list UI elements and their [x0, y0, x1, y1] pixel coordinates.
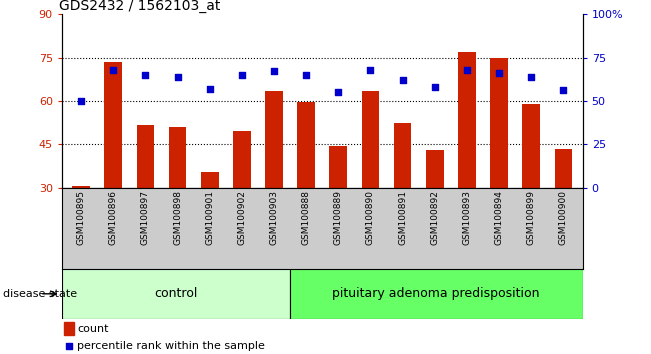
- Text: GSM100899: GSM100899: [527, 190, 536, 245]
- Bar: [458, 52, 476, 188]
- Bar: [72, 186, 90, 188]
- Point: [333, 89, 344, 95]
- Bar: [233, 131, 251, 188]
- Point: [558, 88, 568, 93]
- Text: GSM100888: GSM100888: [301, 190, 311, 245]
- Bar: [361, 91, 380, 188]
- Point: [397, 77, 408, 83]
- Bar: [290, 269, 583, 319]
- Point: [204, 86, 215, 92]
- Point: [64, 343, 74, 349]
- Text: GSM100894: GSM100894: [495, 190, 504, 245]
- Bar: [64, 322, 74, 335]
- Bar: [522, 104, 540, 188]
- Text: GSM100902: GSM100902: [238, 190, 246, 245]
- Point: [301, 72, 311, 78]
- Text: GSM100893: GSM100893: [462, 190, 471, 245]
- Point: [173, 74, 183, 79]
- Point: [76, 98, 87, 104]
- Point: [494, 70, 505, 76]
- Text: pituitary adenoma predisposition: pituitary adenoma predisposition: [333, 287, 540, 300]
- Text: GSM100890: GSM100890: [366, 190, 375, 245]
- Bar: [490, 58, 508, 188]
- Text: GSM100897: GSM100897: [141, 190, 150, 245]
- Text: disease state: disease state: [3, 289, 77, 299]
- Bar: [394, 122, 411, 188]
- Text: GDS2432 / 1562103_at: GDS2432 / 1562103_at: [59, 0, 221, 13]
- Bar: [329, 146, 347, 188]
- Point: [108, 67, 118, 73]
- Text: control: control: [154, 287, 197, 300]
- Text: GSM100903: GSM100903: [270, 190, 279, 245]
- Point: [140, 72, 150, 78]
- Point: [526, 74, 536, 79]
- Bar: [555, 149, 572, 188]
- Text: GSM100889: GSM100889: [334, 190, 343, 245]
- Bar: [104, 62, 122, 188]
- Bar: [62, 269, 290, 319]
- Point: [237, 72, 247, 78]
- Text: GSM100898: GSM100898: [173, 190, 182, 245]
- Text: GSM100901: GSM100901: [205, 190, 214, 245]
- Bar: [201, 172, 219, 188]
- Text: GSM100891: GSM100891: [398, 190, 407, 245]
- Text: GSM100895: GSM100895: [77, 190, 86, 245]
- Text: count: count: [77, 324, 109, 333]
- Text: percentile rank within the sample: percentile rank within the sample: [77, 341, 266, 351]
- Bar: [169, 127, 186, 188]
- Point: [269, 69, 279, 74]
- Point: [365, 67, 376, 73]
- Point: [430, 84, 440, 90]
- Bar: [298, 102, 315, 188]
- Text: GSM100900: GSM100900: [559, 190, 568, 245]
- Text: GSM100892: GSM100892: [430, 190, 439, 245]
- Point: [462, 67, 472, 73]
- Text: GSM100896: GSM100896: [109, 190, 118, 245]
- Bar: [265, 91, 283, 188]
- Bar: [426, 150, 443, 188]
- Bar: [137, 125, 154, 188]
